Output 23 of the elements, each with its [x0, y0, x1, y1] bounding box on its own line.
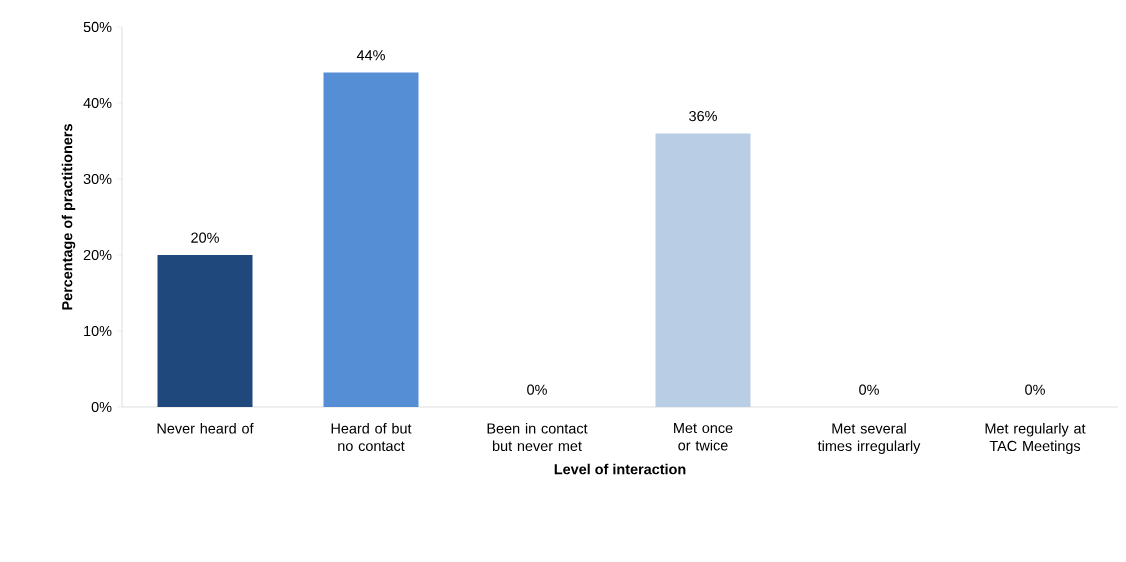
x-tick-label: Been in contact but never met — [487, 423, 588, 452]
data-label: 44% — [356, 50, 385, 61]
data-label: 0% — [527, 384, 547, 395]
y-tick-label: 10% — [84, 325, 112, 337]
x-tick-label: Met several times irregularly — [817, 423, 921, 454]
x-tick-label: Heard of but no contact — [331, 423, 412, 452]
bar — [157, 255, 253, 407]
y-tick-label: 0% — [91, 401, 112, 413]
x-tick-label: Met regularly at TAC Meetings — [985, 423, 1086, 454]
y-axis-title: Percentage of practitioners — [61, 124, 76, 310]
data-label: 36% — [689, 110, 717, 122]
data-label: 0% — [1025, 384, 1045, 395]
data-label: 0% — [859, 384, 879, 395]
x-tick-label: Never heard of — [157, 423, 254, 434]
x-axis-title: Level of interaction — [554, 463, 686, 475]
data-label: 20% — [191, 232, 219, 243]
y-tick-label: 30% — [83, 173, 112, 185]
bar — [655, 133, 751, 407]
y-tick-label: 50% — [83, 21, 112, 33]
bar — [323, 72, 419, 407]
y-tick-label: 20% — [83, 249, 112, 261]
y-tick-label: 40% — [83, 97, 112, 109]
x-tick-label: Met once or twice — [674, 423, 733, 451]
